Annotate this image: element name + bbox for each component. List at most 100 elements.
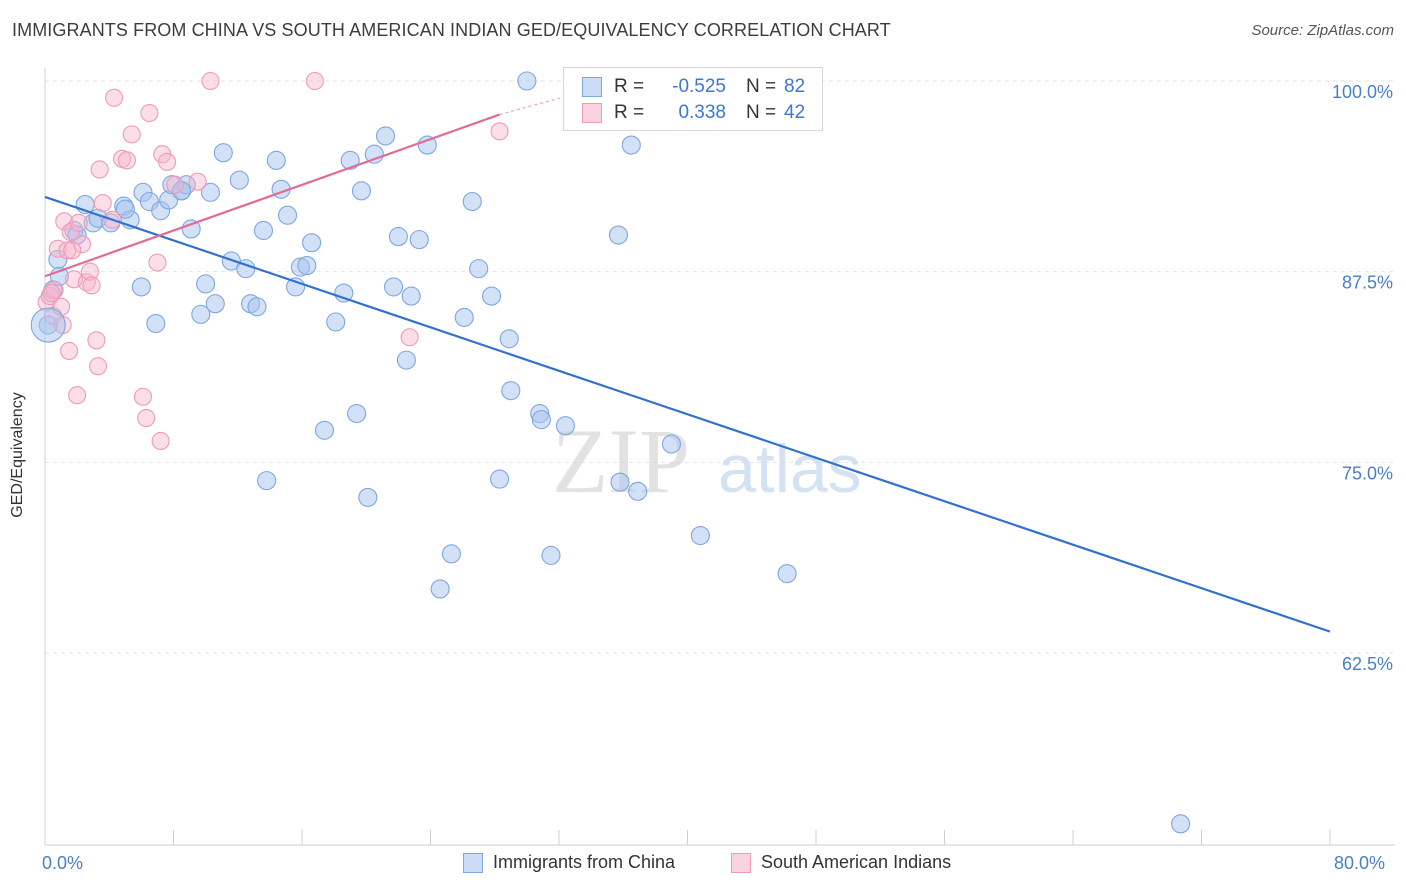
china-point-21 <box>181 219 201 239</box>
sa-indian-point-28 <box>137 409 156 428</box>
sa-indian-point-17 <box>82 276 101 295</box>
china-point-81 <box>1171 814 1191 834</box>
china-point-35 <box>277 205 298 225</box>
y-tick-labels: 62.5% 75.0% 87.5% 100.0% <box>1332 82 1393 674</box>
china-point-33 <box>266 150 286 170</box>
legend-n-label: N = <box>746 102 777 123</box>
china-point-75 <box>661 434 681 454</box>
sa-indian-point-29 <box>140 103 159 123</box>
sa-indian-point-1 <box>40 287 59 306</box>
sa-indian-point-31 <box>151 431 170 451</box>
china-point-67 <box>541 545 561 565</box>
legend-row-sa-indians: R = 0.338 N = 42 <box>582 101 814 125</box>
china-point-22 <box>191 304 211 324</box>
sa-indian-point-13 <box>69 213 88 232</box>
sa-indian-point-4 <box>48 239 67 258</box>
trend-line-0 <box>44 195 1331 633</box>
sa-indian-point-37 <box>305 71 324 91</box>
china-point-73 <box>621 135 641 155</box>
watermark: ZIP atlas <box>552 410 862 512</box>
china-point-71 <box>608 225 628 245</box>
china-point-41 <box>326 312 346 332</box>
x-tick-label-start: 0.0% <box>42 853 84 873</box>
china-point-45 <box>351 181 371 201</box>
china-point-39 <box>302 233 322 253</box>
legend-swatch-pink <box>582 103 602 123</box>
sa-indian-point-18 <box>87 331 106 350</box>
y-tick-label-3: 100.0% <box>1332 82 1393 102</box>
china-point-58 <box>462 191 482 212</box>
china-point-48 <box>375 126 396 146</box>
sa-indian-point-41 <box>42 283 61 303</box>
sa-indian-point-19 <box>88 357 108 376</box>
china-point-80 <box>257 471 277 491</box>
china-point-28 <box>229 170 249 190</box>
sa-indian-point-27 <box>133 387 153 406</box>
sa-indian-point-7 <box>55 212 74 231</box>
series-legend-sa-indians[interactable]: South American Indians <box>731 852 951 873</box>
china-point-31 <box>247 297 267 317</box>
china-point-68 <box>555 416 575 436</box>
series-swatch-pink <box>731 852 751 873</box>
legend-n-label: N = <box>746 76 777 97</box>
china-point-62 <box>499 329 519 349</box>
sa-indian-point-40 <box>63 241 82 260</box>
watermark-atlas: atlas <box>718 431 862 507</box>
china-point-23 <box>196 274 216 294</box>
sa-indian-point-16 <box>80 262 100 281</box>
china-point-32 <box>253 220 274 241</box>
china-point-56 <box>441 544 461 564</box>
legend-r-label: R = <box>614 76 645 97</box>
sa-indian-point-26 <box>122 125 141 144</box>
sa-indian-point-39 <box>490 122 509 141</box>
china-point-large <box>30 307 66 343</box>
sa-indian-point-30 <box>148 253 167 272</box>
china-point-59 <box>469 259 489 279</box>
china-point-54 <box>417 135 437 155</box>
data-points <box>30 71 1191 834</box>
source-label: Source: ZipAtlas.com <box>1251 22 1394 39</box>
china-point-74 <box>628 481 648 501</box>
legend-r-value: -0.525 <box>672 76 726 97</box>
china-point-46 <box>358 487 378 507</box>
gridlines <box>45 80 1395 654</box>
china-point-47 <box>364 144 384 164</box>
sa-indian-point-20 <box>90 160 109 179</box>
china-point-12 <box>131 277 151 297</box>
china-point-60 <box>481 286 502 306</box>
sa-indian-point-9 <box>60 341 79 361</box>
correlation-legend: R = -0.525 N = 82 R = 0.338 N = 42 <box>563 67 823 131</box>
y-tick-label-2: 87.5% <box>1342 273 1393 293</box>
china-point-61 <box>490 469 510 489</box>
china-point-24 <box>200 182 220 202</box>
y-tick-label-0: 62.5% <box>1342 654 1393 674</box>
china-point-50 <box>388 227 408 247</box>
china-point-52 <box>401 286 421 306</box>
series-legend-china[interactable]: Immigrants from China <box>463 852 675 873</box>
china-point-66 <box>531 410 551 430</box>
china-point-49 <box>384 277 404 297</box>
china-point-72 <box>610 472 630 492</box>
china-point-25 <box>205 294 225 314</box>
legend-n-value: 42 <box>784 102 806 123</box>
china-point-57 <box>454 307 474 327</box>
sa-indian-point-3 <box>45 280 64 300</box>
sa-indian-point-15 <box>77 273 96 292</box>
china-point-26 <box>213 143 233 163</box>
china-point-53 <box>409 230 429 250</box>
sa-indian-point-25 <box>117 151 136 170</box>
sa-indian-point-33 <box>158 152 177 171</box>
series-label-sa-indians: South American Indians <box>761 852 952 872</box>
y-tick-label-1: 75.0% <box>1342 463 1393 483</box>
sa-indian-point-34 <box>166 175 185 194</box>
trend-line-1 <box>44 113 500 278</box>
china-point-51 <box>396 350 416 370</box>
china-point-15 <box>146 313 166 334</box>
legend-r-value: 0.338 <box>678 102 726 123</box>
series-swatch-blue <box>463 852 483 873</box>
series-label-china: Immigrants from China <box>493 852 676 872</box>
china-point-79 <box>115 199 135 219</box>
legend-n-value: 82 <box>784 76 806 97</box>
legend-row-china: R = -0.525 N = 82 <box>582 75 814 99</box>
